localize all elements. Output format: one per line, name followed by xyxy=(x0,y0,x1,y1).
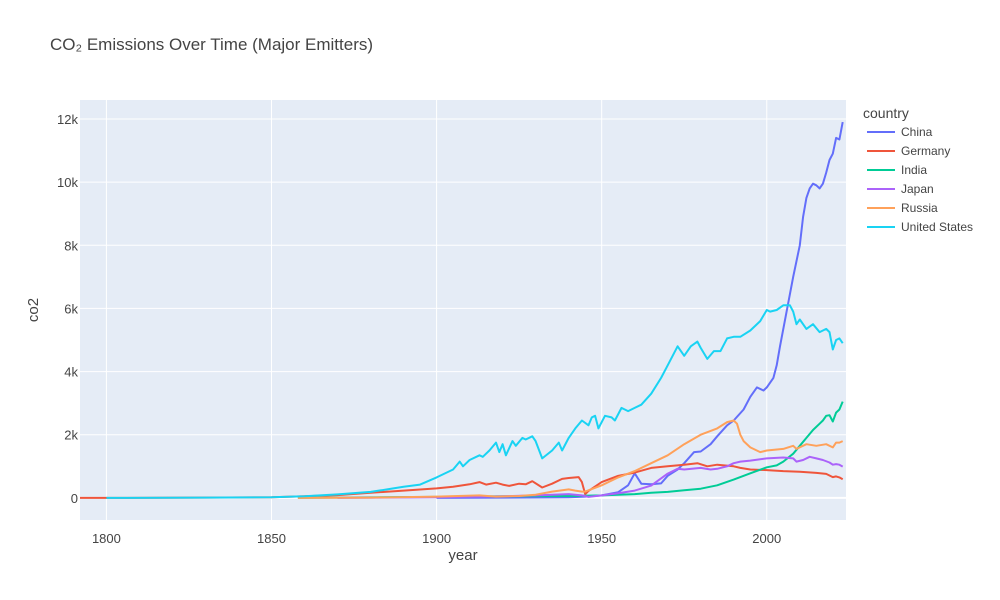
x-tick-label: 1950 xyxy=(587,531,616,546)
y-tick-labels: 0 2k 4k 6k 8k 10k 12k xyxy=(57,112,78,506)
series-line-japan xyxy=(337,455,844,499)
x-tick-label: 2000 xyxy=(752,531,781,546)
series-line-germany xyxy=(80,462,844,499)
series-lines xyxy=(80,121,844,499)
y-tick-label: 8k xyxy=(64,238,78,253)
legend-label: Russia xyxy=(901,201,938,215)
chart-title: CO₂ Emissions Over Time (Major Emitters) xyxy=(50,35,373,54)
x-tick-label: 1800 xyxy=(92,531,121,546)
y-tick-label: 6k xyxy=(64,301,78,316)
legend-item-germany[interactable]: Germany xyxy=(867,144,950,158)
y-tick-label: 10k xyxy=(57,175,78,190)
y-tick-label: 0 xyxy=(71,491,78,506)
x-axis-title: year xyxy=(448,547,477,564)
legend: country China Germany India Japan Russia Unit… xyxy=(863,105,973,234)
legend-item-russia[interactable]: Russia xyxy=(867,201,938,215)
series-line-russia xyxy=(297,419,844,499)
plot-area xyxy=(80,100,846,520)
series-line-united-states xyxy=(106,304,844,499)
legend-item-china[interactable]: China xyxy=(867,125,933,139)
y-axis-title: co2 xyxy=(25,298,42,322)
legend-label: China xyxy=(901,125,933,139)
legend-item-india[interactable]: India xyxy=(867,163,927,177)
y-tick-label: 12k xyxy=(57,112,78,127)
y-tick-label: 2k xyxy=(64,428,78,443)
legend-label: India xyxy=(901,163,927,177)
x-tick-label: 1850 xyxy=(257,531,286,546)
x-tick-label: 1900 xyxy=(422,531,451,546)
legend-title: country xyxy=(863,105,909,121)
legend-item-japan[interactable]: Japan xyxy=(867,182,934,196)
legend-label: Japan xyxy=(901,182,934,196)
x-tick-labels: 1800 1850 1900 1950 2000 xyxy=(92,531,781,546)
legend-item-united-states[interactable]: United States xyxy=(867,220,973,234)
legend-items: China Germany India Japan Russia United State… xyxy=(867,125,973,234)
legend-label: Germany xyxy=(901,144,950,158)
legend-label: United States xyxy=(901,220,973,234)
x-gridlines xyxy=(105,100,768,520)
y-tick-label: 4k xyxy=(64,365,78,380)
series-line-china xyxy=(436,121,844,499)
